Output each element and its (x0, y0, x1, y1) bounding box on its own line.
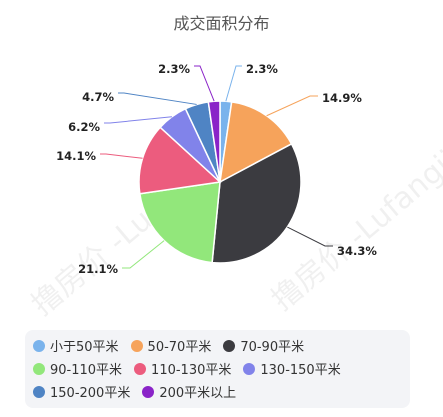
legend-swatch (33, 339, 45, 352)
legend-swatch (243, 362, 256, 375)
slice-value-label: 2.3% (246, 62, 278, 76)
legend-swatch (223, 339, 236, 352)
leader-line (104, 116, 172, 124)
legend-item[interactable]: 130-150平米 (243, 359, 341, 378)
legend-row: 小于50平米 50-70平米 70-90平米 (33, 334, 410, 357)
legend-label: 小于50平米 (50, 340, 119, 355)
legend-item[interactable]: 70-90平米 (223, 336, 304, 355)
legend-label: 70-90平米 (240, 340, 305, 355)
legend-label: 90-110平米 (50, 363, 123, 378)
slice-value-label: 6.2% (68, 120, 100, 134)
legend-item[interactable]: 110-130平米 (134, 359, 231, 378)
slice-value-label: 21.1% (78, 262, 118, 276)
leader-line (100, 153, 143, 159)
chart-title: 成交面积分布 (173, 14, 270, 33)
leader-line (194, 65, 215, 102)
legend-item[interactable]: 50-70平米 (130, 336, 212, 355)
legend: 小于50平米 50-70平米 70-90平米 90-110平米 110-130平… (25, 330, 410, 408)
leader-line (118, 92, 197, 105)
legend-swatch (134, 362, 147, 375)
legend-row: 150-200平米 200平米以上 (33, 380, 410, 403)
pie-slice (207, 100, 221, 183)
legend-item[interactable]: 150-200平米 (33, 382, 130, 401)
leader-line (287, 226, 333, 247)
pie-slice (219, 100, 293, 184)
leader-line (266, 95, 318, 117)
legend-label: 130-150平米 (260, 363, 341, 378)
pie-slice (211, 142, 302, 264)
leader-line (225, 65, 242, 102)
slice-value-label: 4.7% (82, 90, 114, 104)
slice-value-label: 14.9% (322, 91, 362, 105)
leader-line (122, 240, 165, 269)
legend-swatch (142, 385, 155, 398)
slice-value-label: 2.3% (158, 62, 190, 76)
legend-label: 150-200平米 (50, 386, 131, 401)
legend-swatch (130, 339, 143, 352)
legend-item[interactable]: 小于50平米 (33, 336, 119, 355)
legend-swatch (33, 362, 45, 375)
slice-value-label: 34.3% (337, 244, 377, 258)
legend-item[interactable]: 200平米以上 (142, 382, 236, 401)
legend-swatch (33, 385, 45, 398)
legend-item[interactable]: 90-110平米 (33, 359, 122, 378)
legend-label: 110-130平米 (151, 363, 232, 378)
legend-label: 200平米以上 (159, 386, 237, 401)
slice-value-label: 14.1% (56, 149, 96, 163)
legend-label: 50-70平米 (147, 340, 212, 355)
pie-slice (139, 181, 221, 264)
legend-row: 90-110平米 110-130平米 130-150平米 (33, 357, 410, 380)
